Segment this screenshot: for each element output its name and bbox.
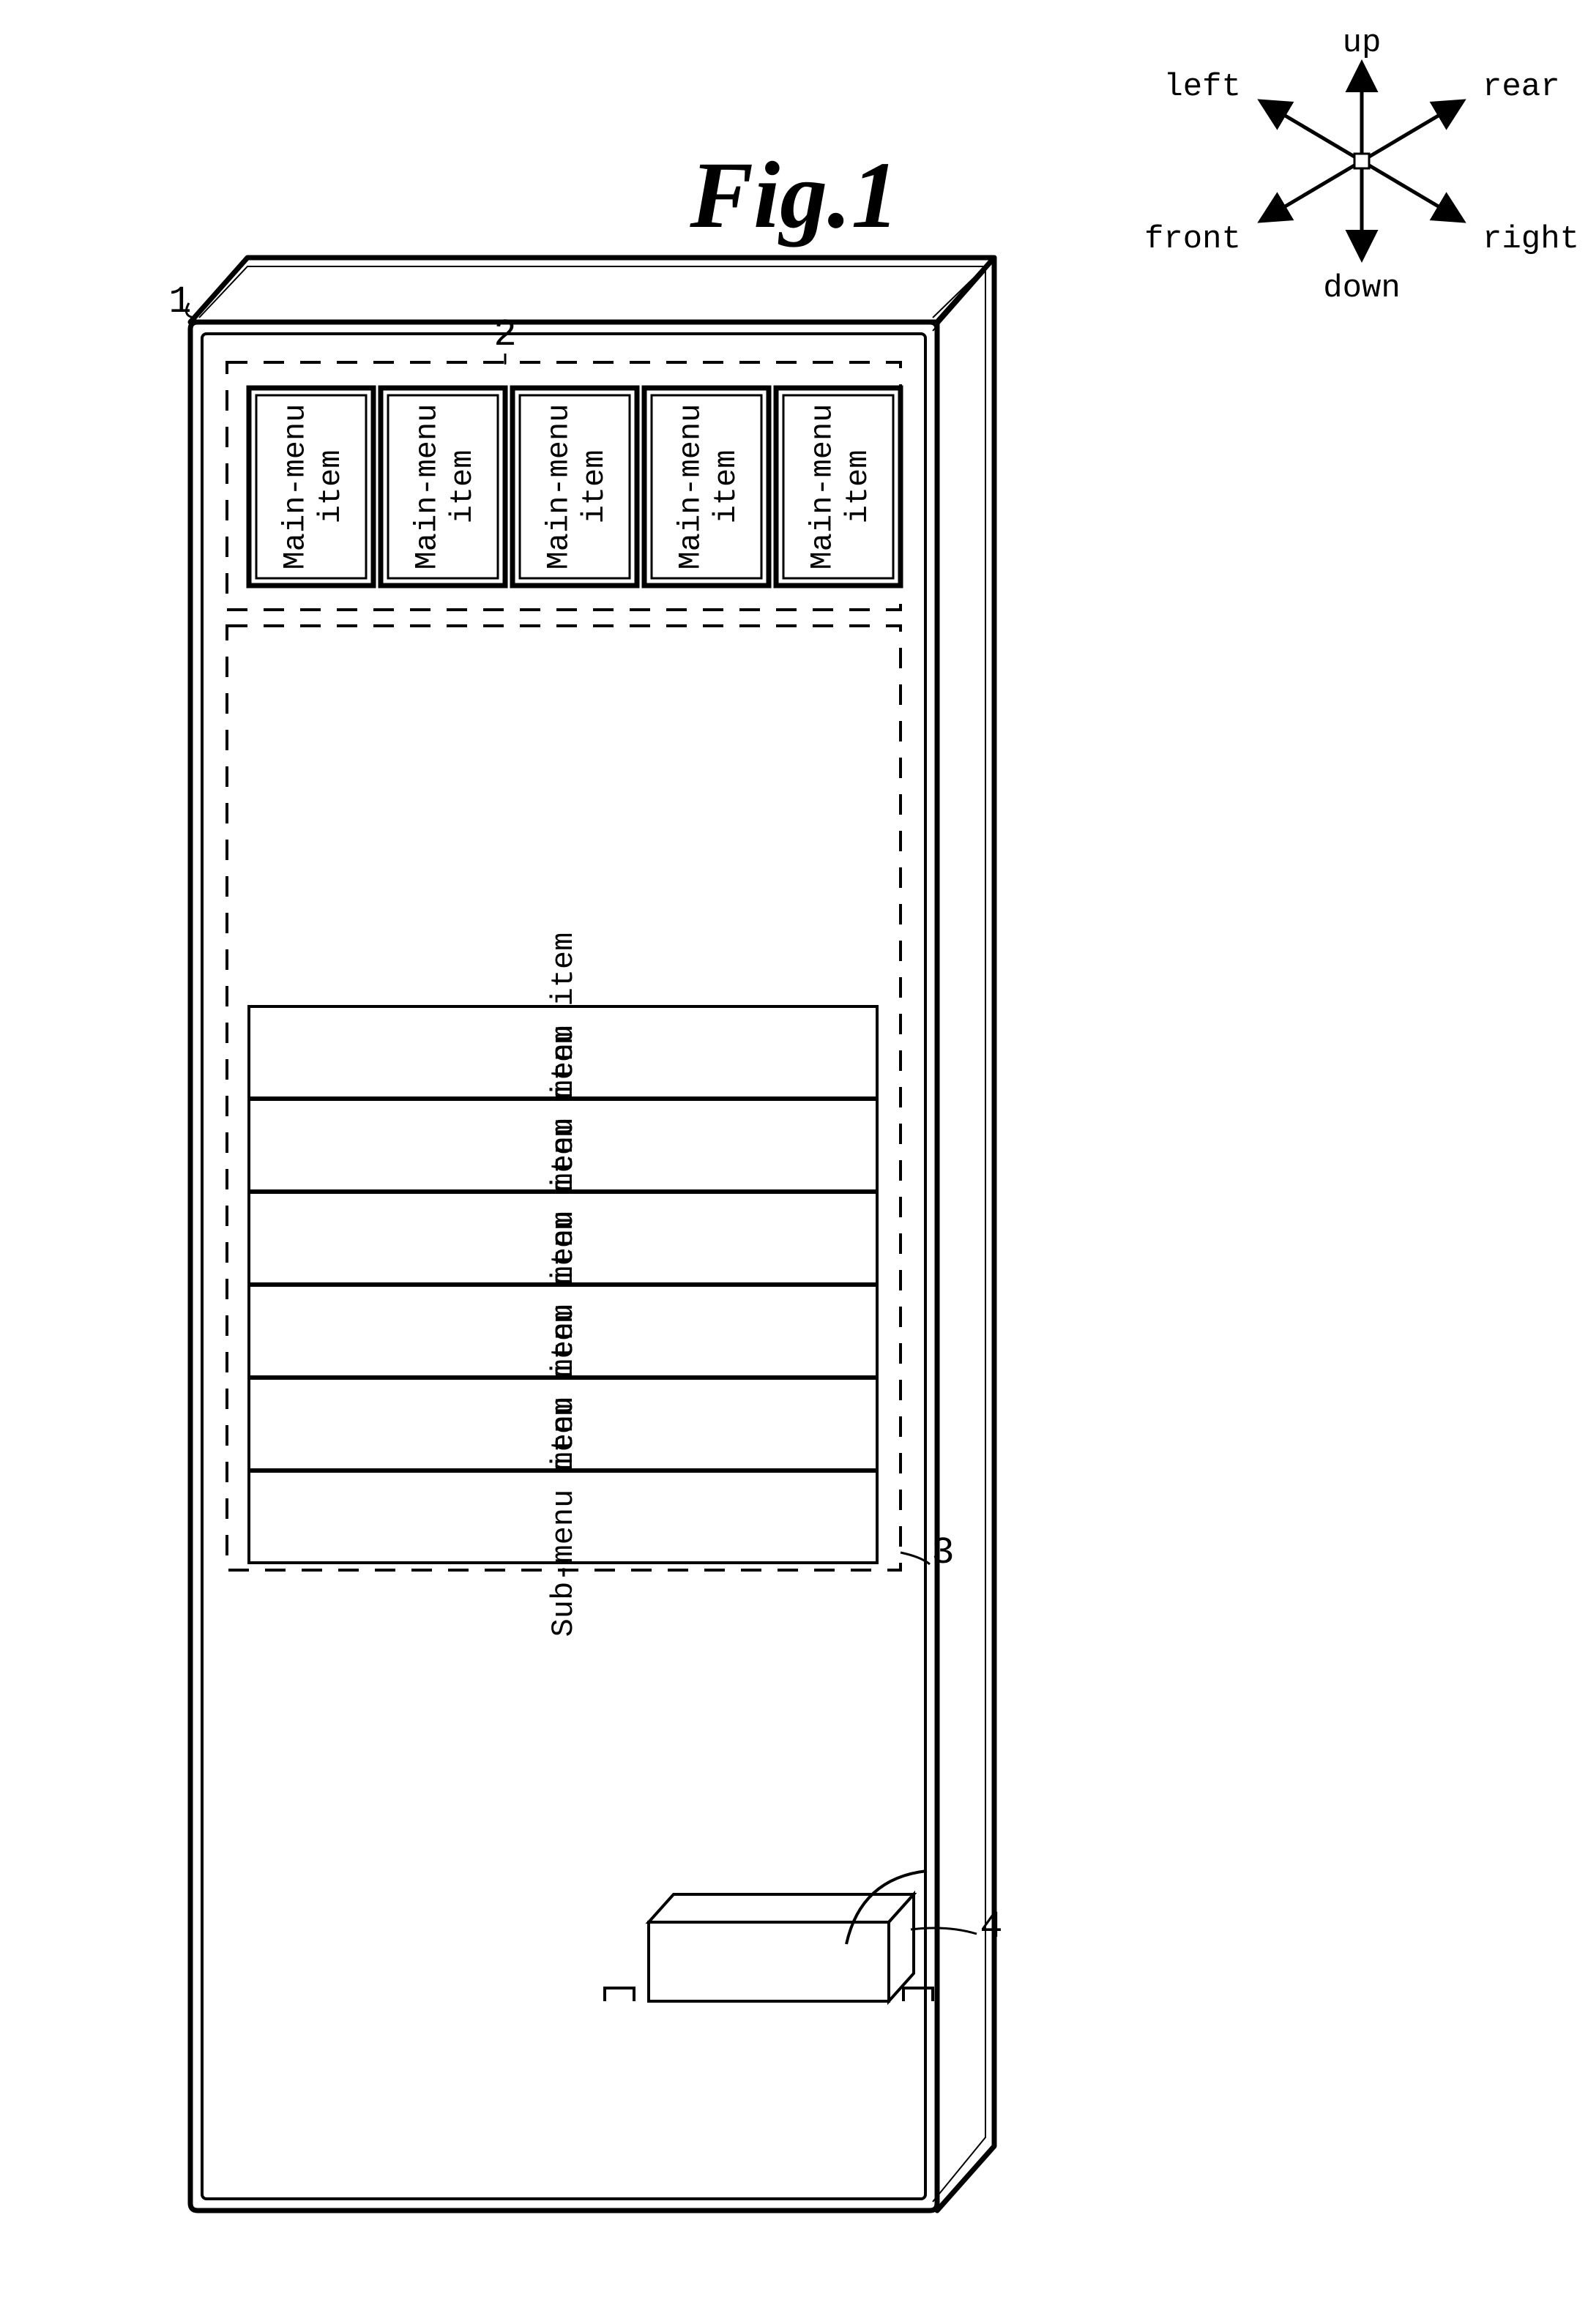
figure-title: Fig.1 [689,143,898,248]
axis-rear-label: rear [1483,69,1560,105]
main-menu-item[interactable]: Main-menuitem [512,388,637,586]
callout-number: 4 [980,1905,1002,1949]
main-menu-item[interactable]: Main-menuitem [776,388,901,586]
sub-menu-item-label: Sub-menu item [546,1397,581,1637]
axis-left-label: left [1163,69,1241,105]
main-menu-item[interactable]: Main-menuitem [644,388,769,586]
orientation-compass: up down left right front rear [1144,25,1579,307]
main-menu-item[interactable]: Main-menuitem [381,388,505,586]
callout-number: 1 [168,280,191,324]
axis-right-label: right [1483,221,1579,258]
callout-number: 2 [493,313,516,356]
axis-front-label: front [1144,221,1241,258]
callout-number: 3 [931,1531,954,1574]
main-menu-item[interactable]: Main-menuitem [249,388,373,586]
axis-up-label: up [1343,25,1382,61]
axis-down-label: down [1323,270,1401,307]
